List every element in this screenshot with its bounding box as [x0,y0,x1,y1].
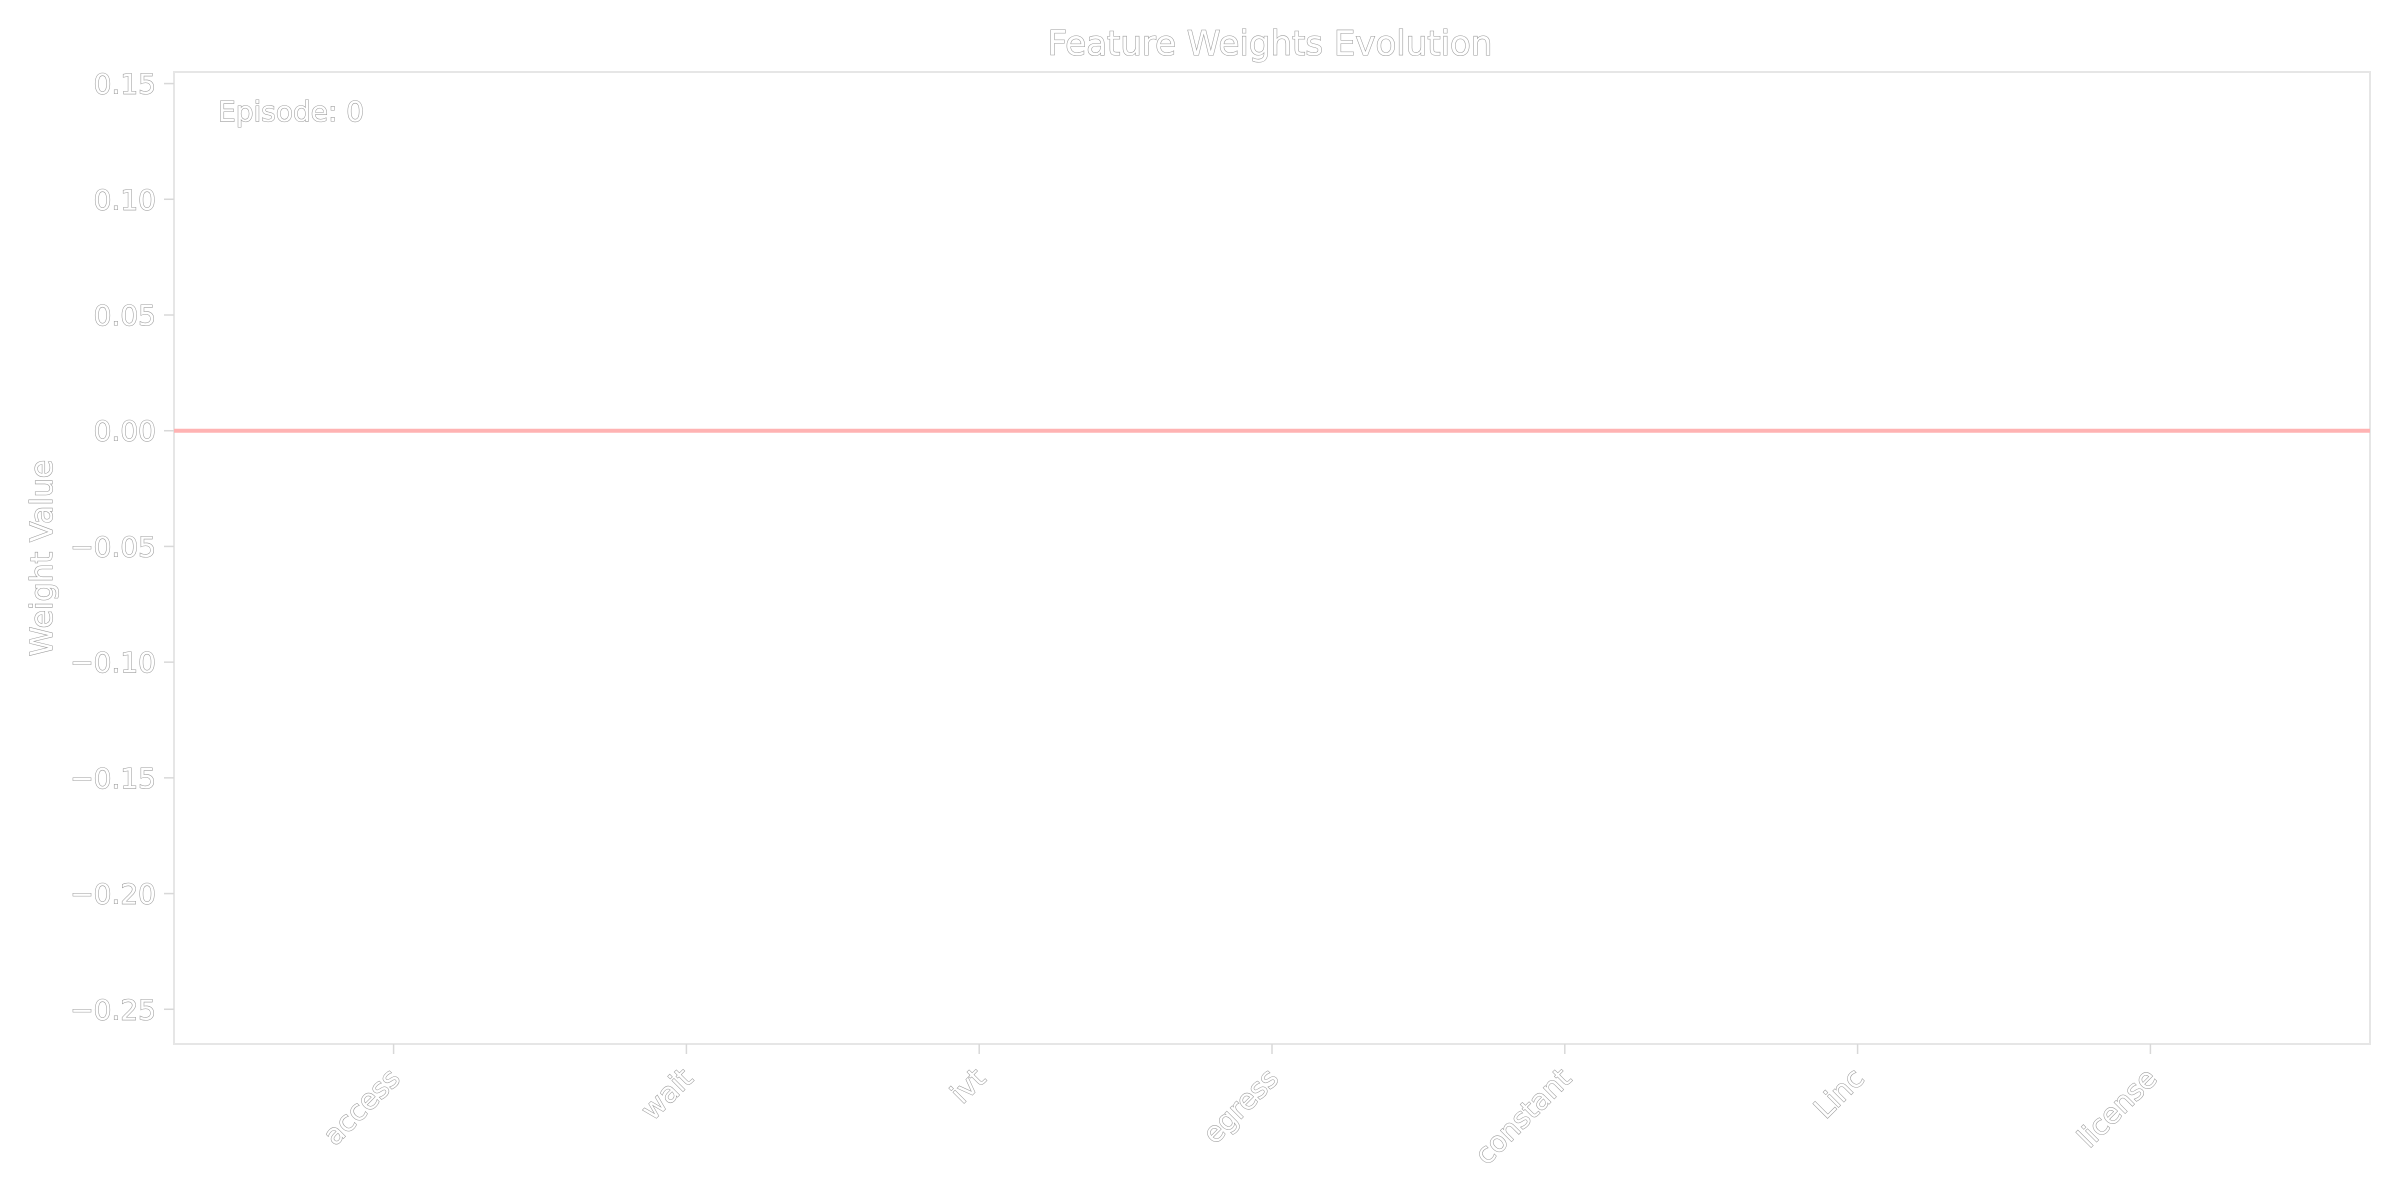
x-tick-label: access [316,1062,406,1152]
y-tick-label: 0.15 [94,68,156,101]
episode-annotation: Episode: 0 [218,95,364,128]
x-tick-label: constant [1468,1062,1577,1171]
x-axis: access wait ivt egress constant Linc license [316,1044,2164,1172]
y-tick-label: 0.05 [94,299,156,332]
y-tick-label: −0.10 [70,646,156,679]
y-axis-label: Weight Value [25,460,60,656]
y-tick-label: −0.15 [70,762,156,795]
x-tick-label: egress [1196,1062,1285,1151]
x-tick-label: wait [634,1062,699,1127]
y-tick-label: −0.20 [70,878,156,911]
y-axis: 0.15 0.10 0.05 0.00 −0.05 −0.10 −0.15 −0.20 −0.2… [70,67,174,1027]
x-tick-label: Linc [1807,1062,1870,1125]
y-tick-label: −0.25 [70,993,156,1026]
y-tick-label: 0.00 [94,415,156,448]
plot-area [173,71,2371,1045]
y-tick-label: 0.10 [94,183,156,216]
x-tick-label: ivt [944,1062,992,1110]
chart-title: Feature Weights Evolution [1048,24,1493,64]
y-tick-label: −0.05 [70,530,156,563]
x-tick-label: license [2071,1062,2163,1154]
